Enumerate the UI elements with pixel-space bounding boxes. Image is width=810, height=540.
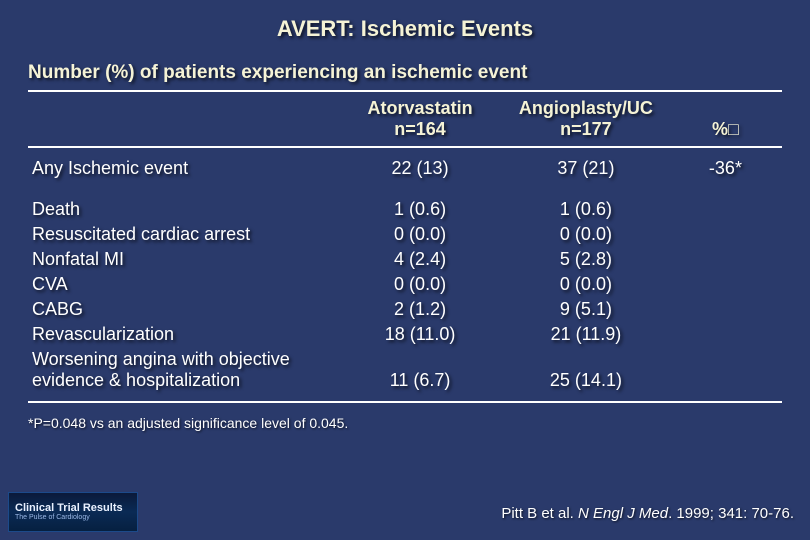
row-p — [669, 197, 782, 222]
row-p — [669, 222, 782, 247]
logo-badge: Clinical Trial Results The Pulse of Card… — [8, 492, 138, 532]
row-label: CABG — [28, 297, 337, 322]
row-a: 11 (6.7) — [337, 347, 503, 402]
row-a: 0 (0.0) — [337, 272, 503, 297]
footnote: *P=0.048 vs an adjusted significance lev… — [28, 415, 782, 431]
row-p — [669, 247, 782, 272]
row-p — [669, 272, 782, 297]
row-a: 0 (0.0) — [337, 222, 503, 247]
row-a: 2 (1.2) — [337, 297, 503, 322]
table-row: Death 1 (0.6) 1 (0.6) — [28, 197, 782, 222]
row-a: 4 (2.4) — [337, 247, 503, 272]
summary-pct: -36* — [669, 147, 782, 189]
row-b: 1 (0.6) — [503, 197, 669, 222]
row-b: 25 (14.1) — [503, 347, 669, 402]
table-row: CVA 0 (0.0) 0 (0.0) — [28, 272, 782, 297]
logo-line1: Clinical Trial Results — [15, 502, 137, 514]
row-b: 5 (2.8) — [503, 247, 669, 272]
row-a: 1 (0.6) — [337, 197, 503, 222]
row-b: 9 (5.1) — [503, 297, 669, 322]
slide-subtitle: Number (%) of patients experiencing an i… — [28, 62, 782, 84]
summary-angioplasty: 37 (21) — [503, 147, 669, 189]
table-row: Worsening angina with objective evidence… — [28, 347, 782, 402]
row-a: 18 (11.0) — [337, 322, 503, 347]
row-label: Nonfatal MI — [28, 247, 337, 272]
events-table: Atorvastatin n=164 Angioplasty/UC n=177 … — [28, 90, 782, 403]
summary-row: Any Ischemic event 22 (13) 37 (21) -36* — [28, 147, 782, 189]
col-header-angioplasty: Angioplasty/UC n=177 — [503, 91, 669, 147]
table-row: CABG 2 (1.2) 9 (5.1) — [28, 297, 782, 322]
table-row: Nonfatal MI 4 (2.4) 5 (2.8) — [28, 247, 782, 272]
row-label: Revascularization — [28, 322, 337, 347]
col-header-atorvastatin: Atorvastatin n=164 — [337, 91, 503, 147]
summary-label: Any Ischemic event — [28, 147, 337, 189]
row-p — [669, 347, 782, 402]
col-header-pct: %□ — [669, 91, 782, 147]
row-b: 0 (0.0) — [503, 222, 669, 247]
row-p — [669, 322, 782, 347]
logo-line2: The Pulse of Cardiology — [15, 514, 137, 522]
row-b: 21 (11.9) — [503, 322, 669, 347]
row-b: 0 (0.0) — [503, 272, 669, 297]
col-header-empty — [28, 91, 337, 147]
slide-title: AVERT: Ischemic Events — [28, 16, 782, 42]
table-row: Resuscitated cardiac arrest 0 (0.0) 0 (0… — [28, 222, 782, 247]
row-p — [669, 297, 782, 322]
row-label: Worsening angina with objective evidence… — [28, 347, 337, 402]
row-label: Death — [28, 197, 337, 222]
citation: Pitt B et al. N Engl J Med. 1999; 341: 7… — [501, 505, 794, 522]
summary-atorvastatin: 22 (13) — [337, 147, 503, 189]
row-label: Resuscitated cardiac arrest — [28, 222, 337, 247]
row-label: CVA — [28, 272, 337, 297]
table-row: Revascularization 18 (11.0) 21 (11.9) — [28, 322, 782, 347]
